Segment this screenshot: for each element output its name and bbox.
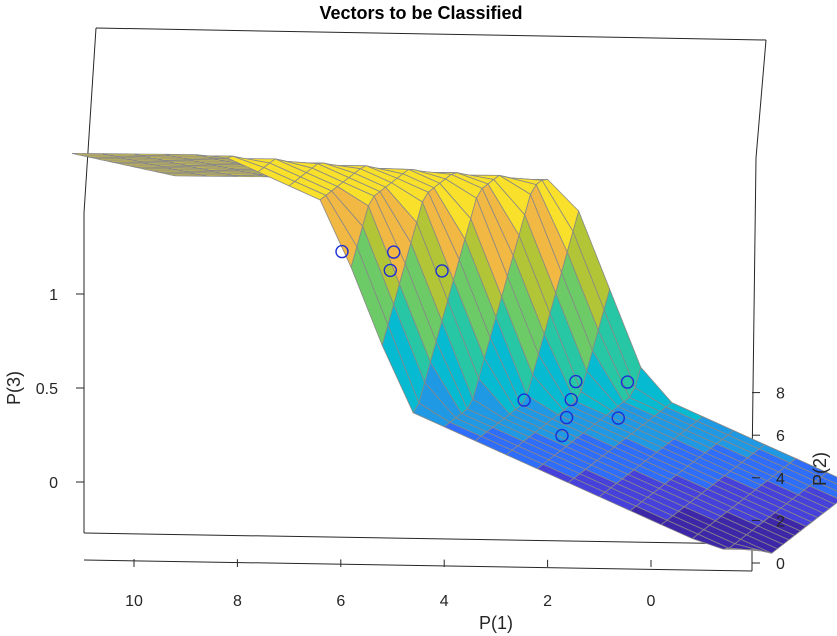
data-point	[564, 392, 578, 407]
x-tick-label: 10	[125, 593, 143, 610]
data-point	[559, 410, 574, 425]
chart-title: Vectors to be Classified	[319, 3, 522, 23]
x-tick-label: 0	[647, 593, 656, 610]
data-point	[335, 244, 349, 259]
x-tick-label: 2	[543, 593, 552, 610]
data-point	[383, 263, 397, 278]
y-tick-label: 0	[776, 556, 785, 573]
x-axis-label: P(1)	[479, 613, 513, 633]
data-point	[611, 411, 625, 425]
ticks-layer: 10 8 6 4 2 0 0 2 4 6 8 0 0.5 1	[36, 287, 785, 610]
surface-patch	[723, 547, 761, 552]
data-point	[435, 264, 449, 278]
y-tick-label: 8	[776, 386, 785, 403]
z-tick-label: 1	[49, 287, 58, 304]
y-axis-label: P(2)	[810, 452, 830, 486]
data-point	[517, 393, 531, 407]
y-tick-label: 2	[776, 513, 785, 530]
z-tick-label: 0.5	[36, 381, 58, 398]
y-tick-label: 6	[776, 428, 785, 445]
data-point	[569, 374, 583, 389]
x-tick-label: 6	[336, 593, 345, 610]
z-tick-label: 0	[49, 475, 58, 492]
x-tick-label: 8	[233, 593, 242, 610]
data-point	[387, 245, 401, 259]
y-tick-label: 4	[776, 471, 785, 488]
surface-layer	[71, 153, 837, 554]
points-layer	[335, 244, 635, 443]
z-axis-label: P(3)	[4, 371, 24, 405]
data-point	[620, 375, 635, 389]
x-tick-label: 4	[440, 593, 449, 610]
data-point	[555, 428, 569, 443]
